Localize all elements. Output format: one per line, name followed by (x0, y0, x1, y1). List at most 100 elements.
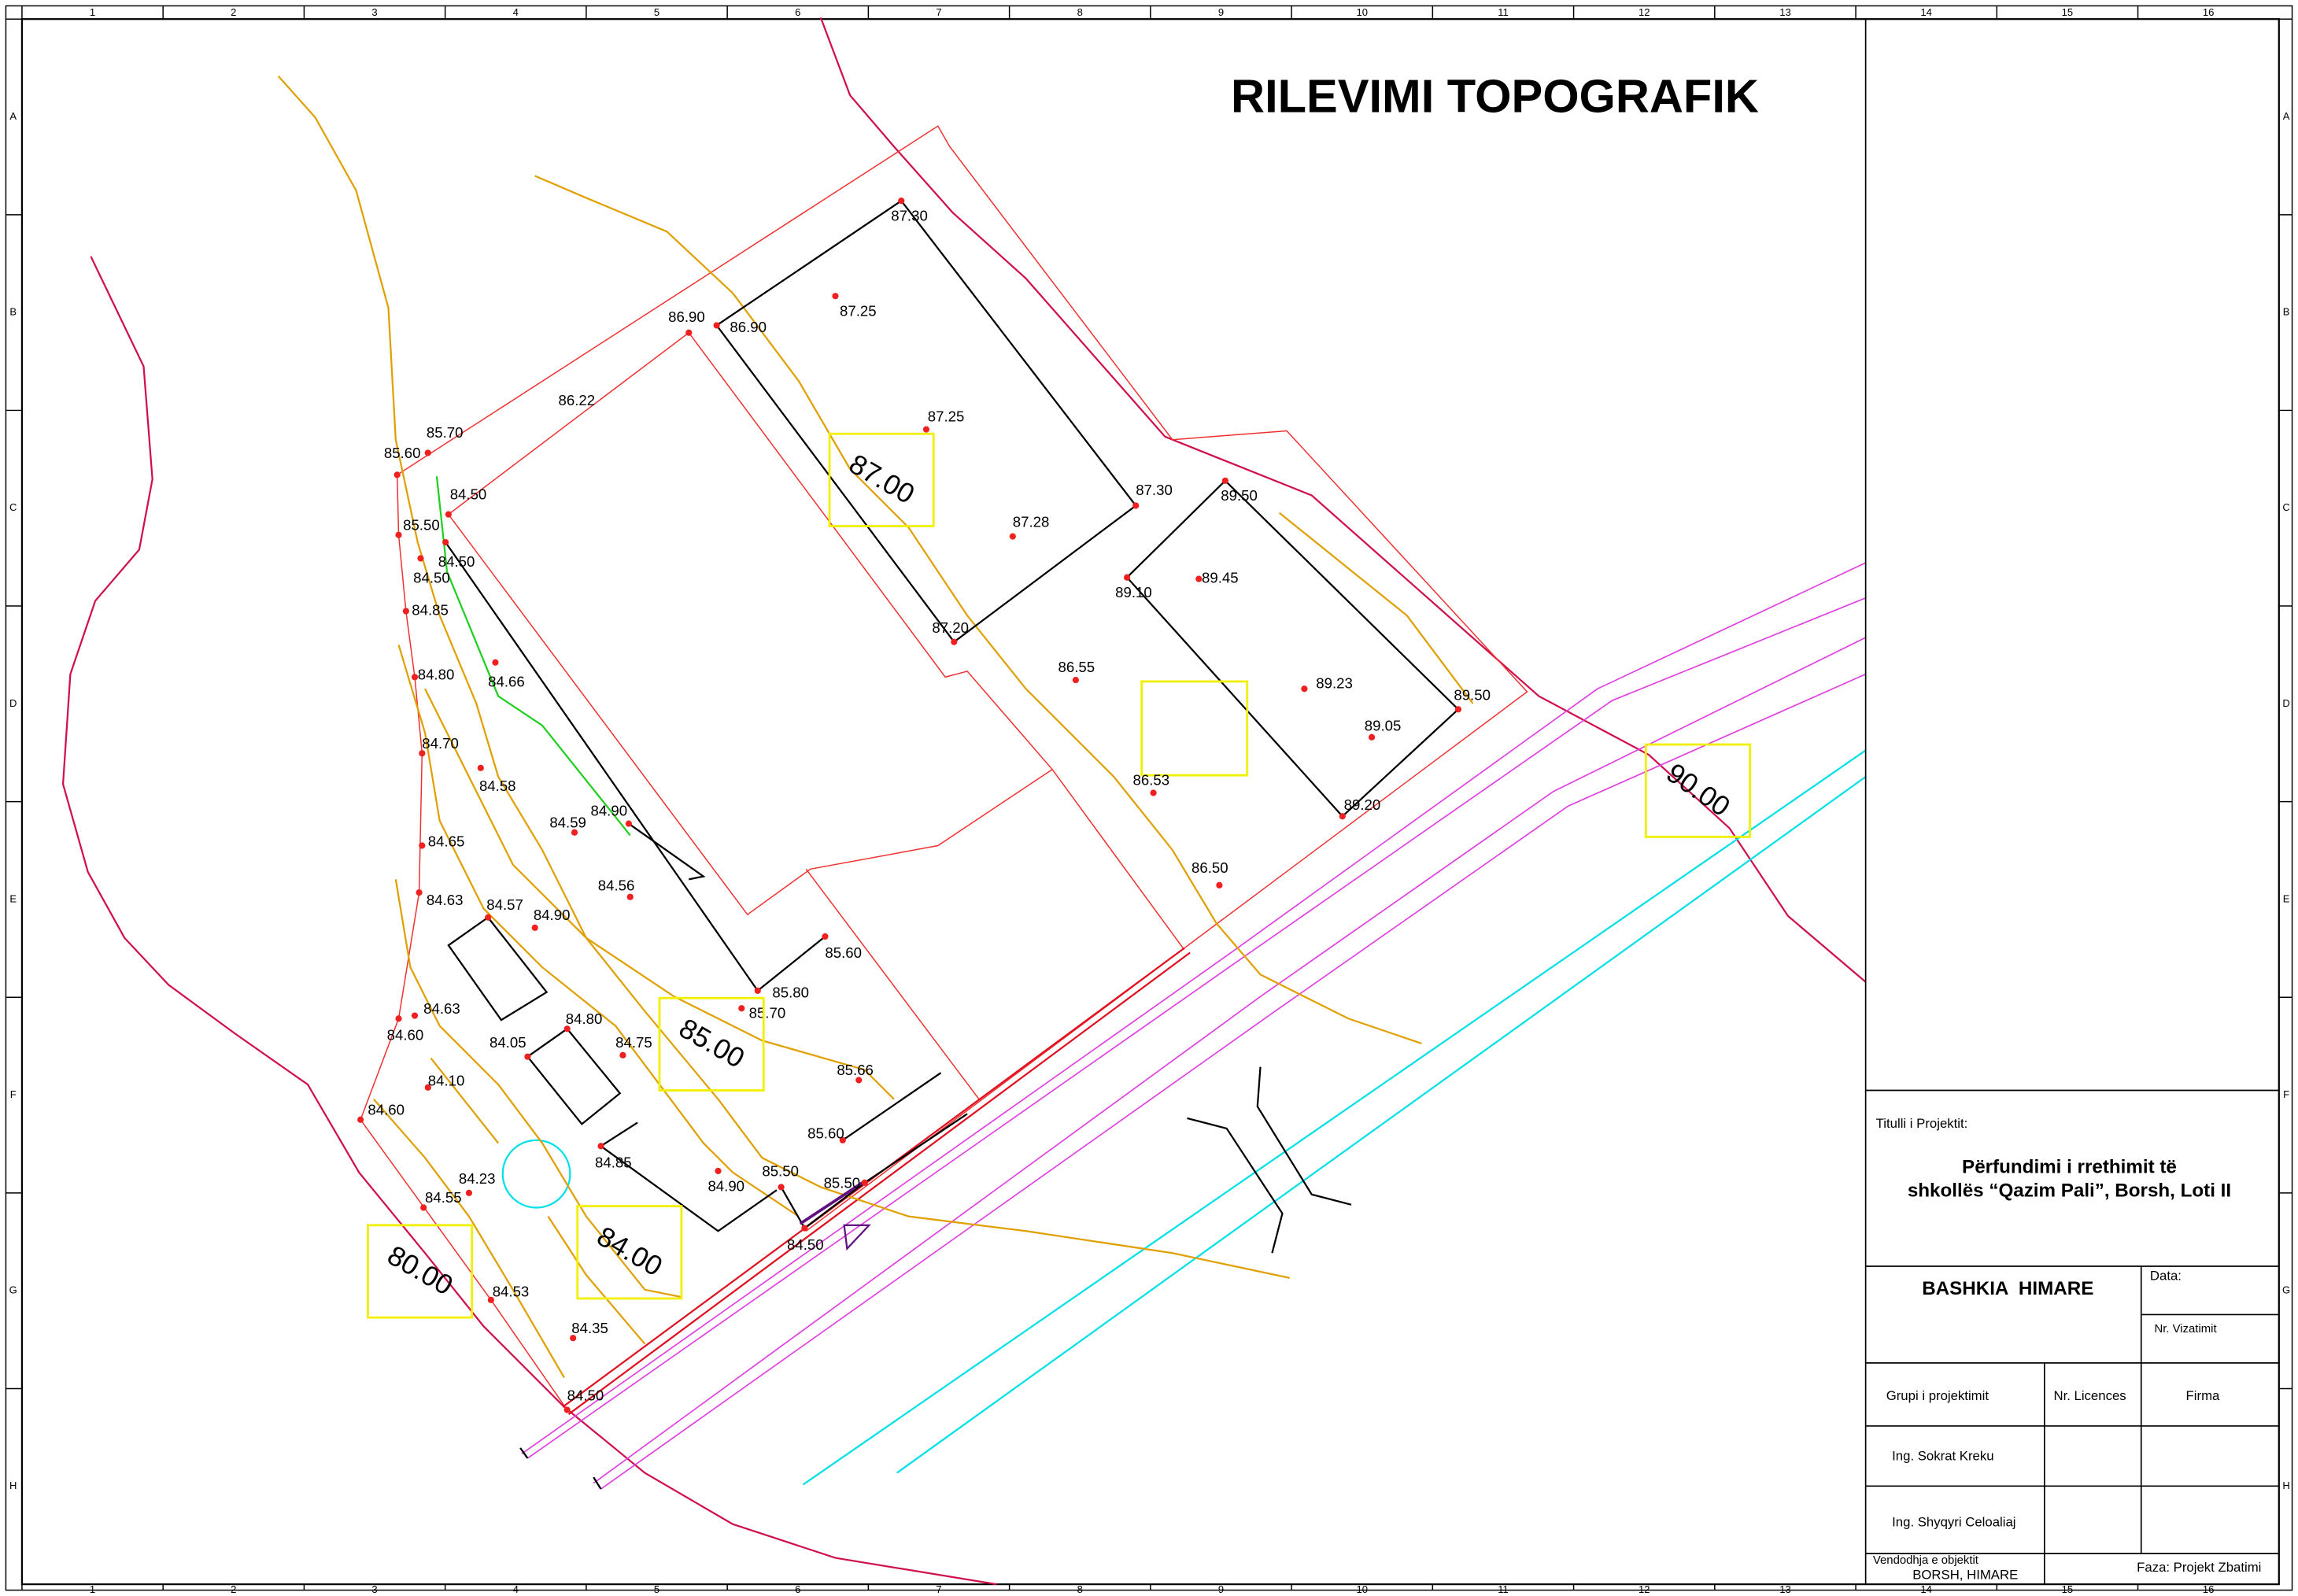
grid-label: H (2282, 1480, 2289, 1491)
grid-label: 5 (654, 6, 659, 18)
elevation-label: 86.53 (1133, 772, 1170, 789)
label: Titulli i Projektit: (1876, 1116, 1968, 1131)
grid-label: 6 (795, 6, 800, 18)
elevation-label: 85.60 (384, 445, 421, 461)
survey-point (1124, 574, 1130, 581)
elevation-label: 86.90 (668, 308, 705, 325)
elevation-label: 87.20 (932, 619, 969, 636)
elevation-label: 85.66 (837, 1062, 874, 1078)
elevation-label: 84.50 (567, 1387, 604, 1404)
project-name: Përfundimi i rrethimit të (1962, 1157, 2177, 1178)
survey-point (923, 427, 929, 433)
grid-label: 14 (1920, 1583, 1931, 1595)
elevation-label: 84.05 (490, 1034, 526, 1051)
elevation-label: 84.50 (438, 553, 475, 570)
survey-point (778, 1184, 784, 1190)
elevation-label: 84.50 (450, 486, 487, 502)
elevation-label: 87.25 (840, 303, 877, 320)
survey-point (1073, 677, 1079, 683)
survey-point (478, 765, 484, 771)
survey-point (801, 1225, 807, 1231)
grid-label: G (2282, 1284, 2290, 1296)
survey-point (395, 1015, 401, 1022)
grid-label: 1 (90, 1583, 95, 1595)
drawing: RILEVIMI TOPOGRAFIK Titulli i Projektit:… (0, 0, 2298, 1596)
survey-point (1132, 502, 1139, 508)
elevation-label: 84.80 (566, 1010, 603, 1027)
grid-label: D (2282, 697, 2289, 709)
grid-label: 9 (1218, 1583, 1224, 1595)
grid-label: B (2283, 306, 2290, 318)
title: RILEVIMI TOPOGRAFIK (1231, 69, 1759, 122)
elevation-label: 89.50 (1221, 487, 1258, 504)
grid-label: 16 (2203, 1583, 2214, 1595)
survey-point (1301, 685, 1307, 692)
label: Firma (2186, 1388, 2220, 1403)
survey-point (1455, 706, 1461, 712)
elevation-label: 84.90 (590, 803, 627, 819)
elevation-label: 84.63 (427, 892, 464, 908)
grid-label: A (9, 110, 17, 122)
grid-label: 7 (936, 1583, 941, 1595)
survey-point (627, 894, 634, 900)
survey-point (832, 293, 838, 299)
label: Nr. Licences (2053, 1388, 2126, 1403)
grid-label: 5 (654, 1583, 659, 1595)
elevation-label: 84.58 (479, 778, 516, 794)
elevation-label: 84.55 (425, 1189, 462, 1206)
survey-point (1150, 789, 1156, 796)
grid-label: 2 (231, 6, 236, 18)
grid-label: 9 (1218, 6, 1224, 18)
survey-point (715, 1168, 721, 1174)
survey-point (822, 933, 828, 940)
grid-label: 8 (1077, 6, 1083, 18)
elevation-label: 84.90 (708, 1177, 744, 1194)
elevation-label: 85.50 (824, 1175, 861, 1191)
elevation-label: 85.70 (749, 1005, 786, 1022)
elevation-label: 84.75 (615, 1034, 652, 1051)
survey-point (394, 471, 401, 478)
elevation-label: 84.23 (459, 1170, 496, 1187)
grid-label: 12 (1639, 6, 1650, 18)
elevation-label: 84.59 (549, 815, 586, 831)
survey-point (425, 449, 431, 456)
grid-label: 1 (90, 6, 95, 18)
project-name: shkollës “Qazim Pali”, Borsh, Loti II (1908, 1180, 2231, 1201)
survey-point (532, 925, 538, 931)
grid-label: 14 (1920, 6, 1931, 18)
grid-label: G (9, 1284, 17, 1296)
survey-point (466, 1190, 472, 1196)
grid-label: 3 (371, 6, 377, 18)
elevation-label: 84.60 (387, 1027, 424, 1044)
elevation-label: 86.22 (559, 392, 596, 408)
label: Data: (2150, 1268, 2182, 1283)
elevation-label: 89.50 (1454, 686, 1491, 703)
grid-label: E (9, 892, 17, 904)
grid-label: C (2282, 501, 2289, 513)
elevation-label: 84.66 (488, 674, 525, 690)
survey-point (1216, 882, 1222, 889)
elevation-label: 84.63 (423, 1000, 460, 1017)
survey-point (755, 988, 761, 994)
survey-point (1339, 813, 1346, 819)
grid-label: 10 (1356, 1583, 1367, 1595)
survey-point (626, 820, 632, 826)
survey-point (564, 1406, 571, 1413)
grid-label: B (9, 306, 17, 318)
elevation-label: 89.45 (1202, 570, 1239, 586)
grid-label: 2 (231, 1583, 236, 1595)
survey-point (416, 889, 423, 896)
elevation-label: 89.10 (1115, 584, 1152, 600)
elevation-label: 89.23 (1316, 675, 1353, 692)
survey-point (1010, 533, 1016, 539)
survey-point (419, 842, 425, 848)
elevation-label: 85.50 (762, 1163, 799, 1180)
grid-label: 13 (1779, 1583, 1790, 1595)
elevation-label: 84.35 (571, 1320, 608, 1336)
grid-label: E (2283, 892, 2290, 904)
elevation-label: 87.25 (928, 408, 965, 425)
elevation-label: 84.90 (534, 907, 571, 923)
elevation-label: 84.53 (493, 1283, 530, 1299)
label: Nr. Vizatimit (2155, 1323, 2218, 1336)
survey-point (898, 198, 904, 204)
